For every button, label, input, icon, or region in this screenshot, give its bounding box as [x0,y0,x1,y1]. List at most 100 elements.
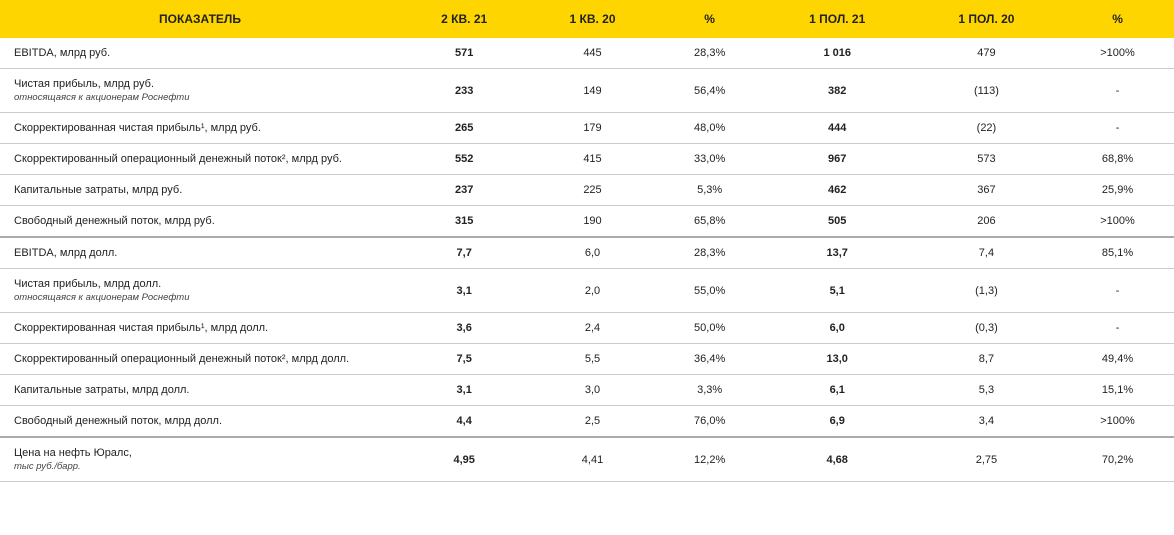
cell-h1_20: 2,75 [912,437,1061,482]
cell-label: Цена на нефть Юралс,тыс руб./барр. [0,437,400,482]
cell-h1_20: (1,3) [912,269,1061,313]
cell-q1_20: 415 [528,144,656,175]
cell-pct2: 70,2% [1061,437,1174,482]
cell-h1_20: 8,7 [912,344,1061,375]
cell-h1_21: 5,1 [763,269,912,313]
cell-h1_21: 382 [763,69,912,113]
cell-pct2: - [1061,113,1174,144]
cell-q2_21: 4,4 [400,406,528,438]
cell-h1_21: 6,9 [763,406,912,438]
col-header-label: ПОКАЗАТЕЛЬ [0,0,400,38]
cell-q1_20: 5,5 [528,344,656,375]
row-sublabel: относящаяся к акционерам Роснефти [14,292,390,303]
cell-label: Свободный денежный поток, млрд долл. [0,406,400,438]
cell-pct2: 68,8% [1061,144,1174,175]
cell-pct1: 65,8% [657,206,763,238]
row-label: Скорректированный операционный денежный … [14,353,349,365]
cell-q1_20: 3,0 [528,375,656,406]
cell-pct1: 33,0% [657,144,763,175]
cell-pct1: 28,3% [657,237,763,269]
row-label: Чистая прибыль, млрд долл. [14,278,161,290]
cell-pct2: 15,1% [1061,375,1174,406]
cell-h1_21: 505 [763,206,912,238]
col-header-q2_21: 2 КВ. 21 [400,0,528,38]
cell-pct2: >100% [1061,206,1174,238]
cell-h1_21: 4,68 [763,437,912,482]
row-label: Чистая прибыль, млрд руб. [14,78,154,90]
cell-label: Скорректированная чистая прибыль¹, млрд … [0,113,400,144]
cell-label: Капитальные затраты, млрд долл. [0,375,400,406]
cell-label: EBITDA, млрд долл. [0,237,400,269]
table-body: EBITDA, млрд руб.57144528,3%1 016479>100… [0,38,1174,482]
cell-pct1: 76,0% [657,406,763,438]
cell-q2_21: 552 [400,144,528,175]
cell-q2_21: 237 [400,175,528,206]
cell-q2_21: 7,5 [400,344,528,375]
cell-pct1: 36,4% [657,344,763,375]
row-label: Капитальные затраты, млрд долл. [14,384,189,396]
cell-q2_21: 265 [400,113,528,144]
cell-q1_20: 445 [528,38,656,69]
col-header-q1_20: 1 КВ. 20 [528,0,656,38]
cell-pct1: 55,0% [657,269,763,313]
table-row: Свободный денежный поток, млрд руб.31519… [0,206,1174,238]
cell-pct2: 25,9% [1061,175,1174,206]
table-header: ПОКАЗАТЕЛЬ2 КВ. 211 КВ. 20%1 ПОЛ. 211 ПО… [0,0,1174,38]
cell-q1_20: 2,4 [528,313,656,344]
cell-q1_20: 2,0 [528,269,656,313]
cell-pct2: - [1061,69,1174,113]
cell-label: Свободный денежный поток, млрд руб. [0,206,400,238]
cell-pct2: 49,4% [1061,344,1174,375]
row-label: Скорректированная чистая прибыль¹, млрд … [14,322,268,334]
row-label: Свободный денежный поток, млрд руб. [14,215,215,227]
row-label: Свободный денежный поток, млрд долл. [14,415,222,427]
cell-h1_20: (0,3) [912,313,1061,344]
table-row: Скорректированный операционный денежный … [0,144,1174,175]
table-row: Скорректированная чистая прибыль¹, млрд … [0,313,1174,344]
cell-pct1: 56,4% [657,69,763,113]
row-sublabel: тыс руб./барр. [14,461,390,472]
cell-q2_21: 233 [400,69,528,113]
cell-label: Чистая прибыль, млрд руб.относящаяся к а… [0,69,400,113]
cell-pct2: >100% [1061,38,1174,69]
cell-h1_20: (22) [912,113,1061,144]
cell-pct1: 50,0% [657,313,763,344]
col-header-h1_20: 1 ПОЛ. 20 [912,0,1061,38]
cell-h1_21: 967 [763,144,912,175]
cell-q1_20: 149 [528,69,656,113]
financial-table: ПОКАЗАТЕЛЬ2 КВ. 211 КВ. 20%1 ПОЛ. 211 ПО… [0,0,1174,482]
cell-pct1: 48,0% [657,113,763,144]
cell-pct1: 28,3% [657,38,763,69]
cell-h1_20: 7,4 [912,237,1061,269]
cell-label: Капитальные затраты, млрд руб. [0,175,400,206]
cell-label: Скорректированная чистая прибыль¹, млрд … [0,313,400,344]
cell-pct2: >100% [1061,406,1174,438]
cell-h1_20: (113) [912,69,1061,113]
cell-q2_21: 4,95 [400,437,528,482]
cell-q2_21: 3,1 [400,269,528,313]
col-header-pct2: % [1061,0,1174,38]
table-row: EBITDA, млрд руб.57144528,3%1 016479>100… [0,38,1174,69]
table-row: Капитальные затраты, млрд руб. 2372255,3%… [0,175,1174,206]
cell-pct1: 3,3% [657,375,763,406]
cell-q2_21: 7,7 [400,237,528,269]
row-label: EBITDA, млрд долл. [14,247,117,259]
cell-pct1: 5,3% [657,175,763,206]
row-label: Капитальные затраты, млрд руб. [14,184,182,196]
cell-pct1: 12,2% [657,437,763,482]
cell-h1_20: 367 [912,175,1061,206]
table-row: Капитальные затраты, млрд долл.3,13,03,3… [0,375,1174,406]
cell-h1_21: 13,0 [763,344,912,375]
cell-q1_20: 225 [528,175,656,206]
cell-h1_20: 3,4 [912,406,1061,438]
col-header-pct1: % [657,0,763,38]
row-label: Скорректированный операционный денежный … [14,153,342,165]
cell-pct2: 85,1% [1061,237,1174,269]
cell-h1_21: 462 [763,175,912,206]
cell-label: Скорректированный операционный денежный … [0,344,400,375]
col-header-h1_21: 1 ПОЛ. 21 [763,0,912,38]
cell-h1_21: 444 [763,113,912,144]
table-row: Скорректированный операционный денежный … [0,344,1174,375]
table-row: Цена на нефть Юралс,тыс руб./барр.4,95 4,… [0,437,1174,482]
cell-h1_20: 573 [912,144,1061,175]
